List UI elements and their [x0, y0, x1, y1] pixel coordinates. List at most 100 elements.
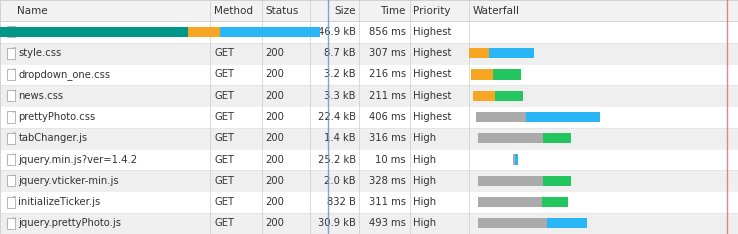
Text: 211 ms: 211 ms: [369, 91, 406, 101]
Text: 2.0 kB: 2.0 kB: [324, 176, 356, 186]
Text: 200: 200: [266, 218, 285, 228]
Text: 200: 200: [266, 69, 285, 80]
Bar: [489, 112, 526, 122]
Text: jquery.prettyPhoto.js: jquery.prettyPhoto.js: [18, 218, 122, 228]
Bar: [478, 218, 492, 228]
Bar: [0, 21, 738, 43]
Text: GET: GET: [214, 176, 234, 186]
Text: Status: Status: [266, 6, 299, 16]
Text: news.css: news.css: [18, 91, 63, 101]
Bar: [0, 213, 738, 234]
Text: Size: Size: [334, 6, 356, 16]
Text: 200: 200: [266, 176, 285, 186]
Bar: [7, 48, 15, 59]
Text: Waterfall: Waterfall: [472, 6, 520, 16]
Bar: [0, 27, 188, 37]
Text: High: High: [413, 218, 436, 228]
Text: Method: Method: [214, 6, 253, 16]
Text: GET: GET: [214, 69, 234, 80]
Text: Time: Time: [381, 6, 406, 16]
Bar: [188, 27, 220, 37]
Text: 311 ms: 311 ms: [369, 197, 406, 207]
Text: jquery.min.js?ver=1.4.2: jquery.min.js?ver=1.4.2: [18, 154, 137, 165]
Bar: [492, 197, 542, 207]
Bar: [0, 64, 738, 85]
Bar: [493, 69, 521, 80]
Text: 200: 200: [266, 91, 285, 101]
Bar: [515, 154, 518, 165]
Text: 1.4 kB: 1.4 kB: [324, 133, 356, 143]
Text: High: High: [413, 154, 436, 165]
Bar: [469, 48, 489, 58]
Text: dropdown_one.css: dropdown_one.css: [18, 69, 111, 80]
Text: GET: GET: [214, 218, 234, 228]
Text: style.css: style.css: [18, 48, 62, 58]
Text: 3.3 kB: 3.3 kB: [324, 91, 356, 101]
Bar: [476, 112, 489, 122]
Bar: [220, 27, 320, 37]
Bar: [492, 133, 543, 143]
Bar: [492, 218, 547, 228]
Bar: [0, 170, 738, 191]
Bar: [0, 149, 738, 170]
Text: 200: 200: [266, 112, 285, 122]
Text: Highest: Highest: [413, 91, 452, 101]
Bar: [7, 218, 15, 229]
Text: 200: 200: [266, 154, 285, 165]
Text: 25.2 kB: 25.2 kB: [317, 154, 356, 165]
Bar: [0, 43, 738, 64]
Text: GET: GET: [214, 48, 234, 58]
Text: 216 ms: 216 ms: [369, 69, 406, 80]
Text: 46.9 kB: 46.9 kB: [318, 27, 356, 37]
Text: GET: GET: [214, 91, 234, 101]
Bar: [0, 191, 738, 213]
Text: 8.7 kB: 8.7 kB: [324, 48, 356, 58]
Text: Name: Name: [17, 6, 47, 16]
Text: High: High: [413, 176, 436, 186]
Text: GET: GET: [214, 154, 234, 165]
Bar: [7, 69, 15, 80]
Bar: [7, 111, 15, 123]
Bar: [473, 91, 495, 101]
Bar: [547, 218, 587, 228]
Text: jquery.vticker-min.js: jquery.vticker-min.js: [18, 176, 119, 186]
Text: 3.2 kB: 3.2 kB: [324, 69, 356, 80]
Bar: [7, 90, 15, 101]
Text: initializeTicker.js: initializeTicker.js: [18, 197, 100, 207]
Bar: [0, 0, 738, 21]
Bar: [495, 91, 523, 101]
Text: 200: 200: [266, 133, 285, 143]
Text: prettyPhoto.css: prettyPhoto.css: [18, 112, 96, 122]
Bar: [543, 133, 571, 143]
Bar: [7, 133, 15, 144]
Text: 832 B: 832 B: [327, 197, 356, 207]
Text: 30.9 kB: 30.9 kB: [318, 218, 356, 228]
Text: GET: GET: [214, 27, 234, 37]
Bar: [0, 128, 738, 149]
Text: GET: GET: [214, 133, 234, 143]
Bar: [542, 197, 568, 207]
Text: 22.4 kB: 22.4 kB: [318, 112, 356, 122]
Bar: [0, 85, 738, 106]
Text: 406 ms: 406 ms: [369, 112, 406, 122]
Text: 10 ms: 10 ms: [376, 154, 406, 165]
Text: 307 ms: 307 ms: [369, 48, 406, 58]
Text: High: High: [413, 133, 436, 143]
Text: tabChanger.js: tabChanger.js: [18, 133, 88, 143]
Text: 200: 200: [266, 197, 285, 207]
Text: 316 ms: 316 ms: [369, 133, 406, 143]
Text: Highest: Highest: [413, 112, 452, 122]
Bar: [478, 133, 492, 143]
Text: GET: GET: [214, 197, 234, 207]
Bar: [543, 176, 571, 186]
Bar: [7, 26, 15, 37]
Bar: [513, 154, 515, 165]
Bar: [471, 69, 493, 80]
Text: agr.georgia.gov: agr.georgia.gov: [18, 27, 97, 37]
Bar: [0, 106, 738, 128]
Text: High: High: [413, 197, 436, 207]
Bar: [7, 197, 15, 208]
Text: GET: GET: [214, 112, 234, 122]
Text: 328 ms: 328 ms: [369, 176, 406, 186]
Text: 856 ms: 856 ms: [369, 27, 406, 37]
